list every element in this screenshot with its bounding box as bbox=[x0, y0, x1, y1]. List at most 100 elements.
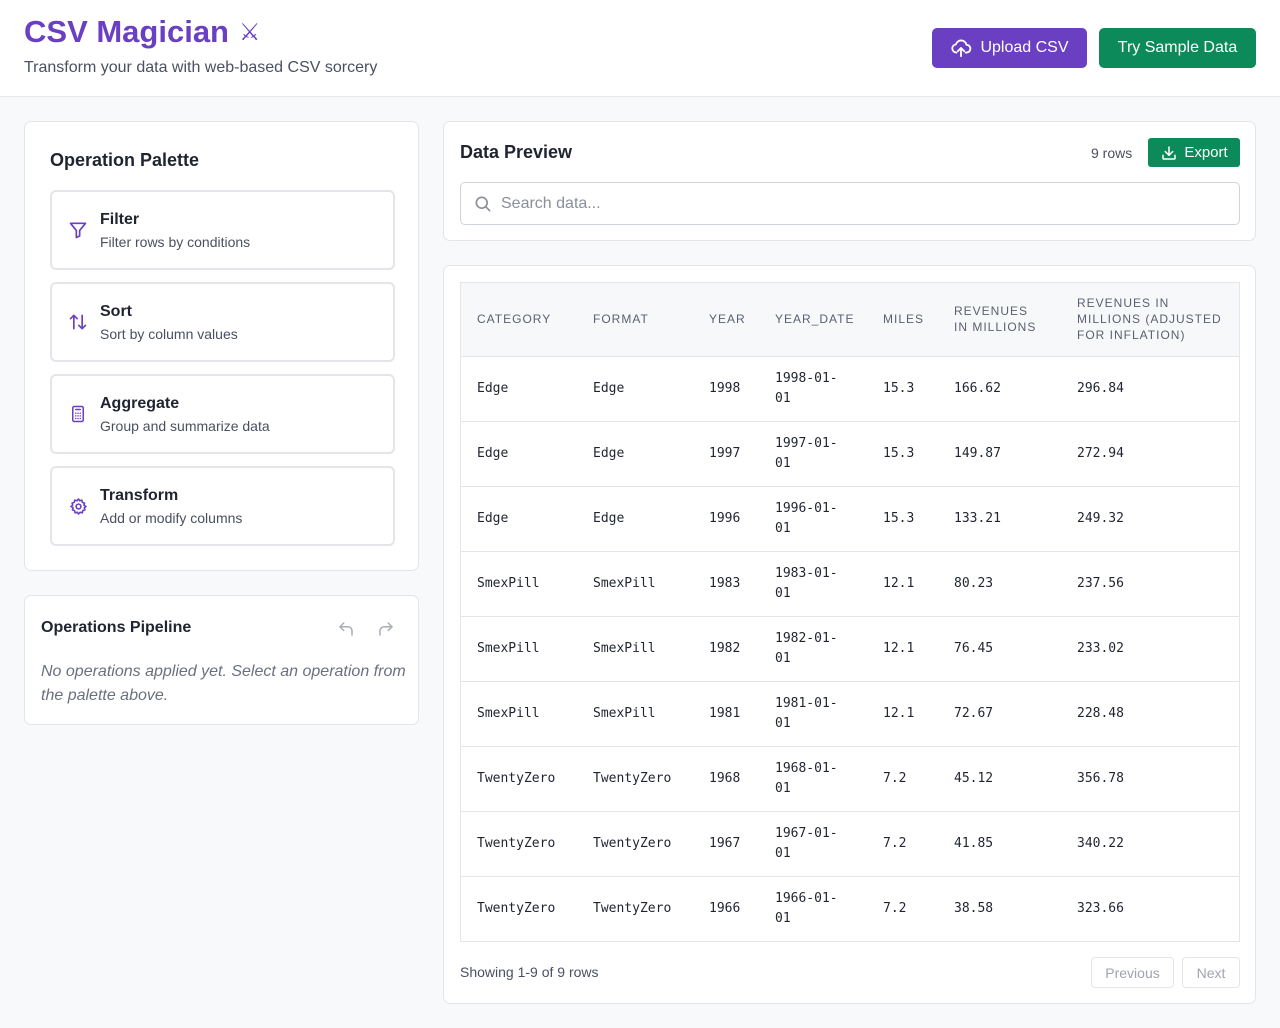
operation-palette: Operation Palette Filter Filter rows by … bbox=[24, 121, 419, 571]
gear-icon bbox=[68, 496, 88, 516]
data-table: Category Format Year Year_Date Miles Rev… bbox=[460, 282, 1240, 942]
table-cell: 1982 bbox=[693, 616, 759, 682]
table-cell: SmexPill bbox=[577, 616, 693, 682]
search-input[interactable] bbox=[501, 184, 1231, 223]
table-cell: 7.2 bbox=[867, 746, 938, 812]
table-cell: TwentyZero bbox=[461, 811, 577, 877]
previous-page-button[interactable]: Previous bbox=[1091, 957, 1174, 988]
table-row: SmexPill SmexPill 1981 1981-01-01 12.1 7… bbox=[461, 681, 1239, 747]
data-table-card: Category Format Year Year_Date Miles Rev… bbox=[443, 265, 1256, 1004]
operations-pipeline-title: Operations Pipeline bbox=[41, 619, 192, 636]
operation-transform[interactable]: Transform Add or modify columns bbox=[50, 466, 395, 546]
table-cell: 133.21 bbox=[938, 486, 1061, 552]
table-cell: SmexPill bbox=[461, 681, 577, 747]
export-button[interactable]: Export bbox=[1148, 138, 1240, 167]
table-cell: 1981-01-01 bbox=[759, 681, 867, 747]
table-cell: SmexPill bbox=[577, 681, 693, 747]
operation-transform-desc: Add or modify columns bbox=[100, 510, 243, 526]
column-header[interactable]: Year bbox=[693, 283, 759, 357]
table-cell: 72.67 bbox=[938, 681, 1061, 747]
table-cell: 1997 bbox=[693, 421, 759, 487]
table-cell: SmexPill bbox=[461, 616, 577, 682]
table-cell: 45.12 bbox=[938, 746, 1061, 812]
table-cell: 1968 bbox=[693, 746, 759, 812]
operation-filter-label: Filter bbox=[100, 211, 140, 228]
app-title: CSV Magician ⚔ bbox=[24, 14, 261, 50]
table-cell: TwentyZero bbox=[577, 746, 693, 812]
table-cell: 7.2 bbox=[883, 900, 907, 916]
table-cell: 340.22 bbox=[1061, 811, 1239, 877]
table-cell: 1998-01-01 bbox=[759, 356, 867, 422]
table-cell: 12.1 bbox=[867, 616, 938, 682]
try-sample-data-button[interactable]: Try Sample Data bbox=[1099, 28, 1256, 68]
pagination-info: Showing 1-9 of 9 rows bbox=[460, 964, 599, 980]
try-sample-data-label: Try Sample Data bbox=[1117, 39, 1238, 56]
table-cell: 15.3 bbox=[867, 421, 938, 487]
search-box bbox=[460, 182, 1240, 225]
table-cell: 1966 bbox=[709, 900, 741, 916]
table-cell: 228.48 bbox=[1061, 681, 1239, 747]
crossed-swords-icon: ⚔ bbox=[239, 18, 261, 46]
table-cell: 12.1 bbox=[867, 551, 938, 617]
upload-csv-button[interactable]: Upload CSV bbox=[932, 28, 1087, 68]
row-count: 9 rows bbox=[1091, 145, 1133, 161]
calculator-icon bbox=[68, 404, 88, 424]
table-cell: TwentyZero bbox=[593, 900, 672, 916]
table-cell: 1981 bbox=[693, 681, 759, 747]
table-cell: Edge bbox=[461, 486, 577, 552]
funnel-icon bbox=[68, 220, 88, 240]
table-cell: 1997-01-01 bbox=[759, 421, 867, 487]
table-cell: 1983-01-01 bbox=[759, 551, 867, 617]
table-cell: 76.45 bbox=[938, 616, 1061, 682]
table-cell: SmexPill bbox=[577, 551, 693, 617]
table-cell: 1967-01-01 bbox=[759, 811, 867, 877]
next-page-button[interactable]: Next bbox=[1182, 957, 1240, 988]
operation-sort-desc: Sort by column values bbox=[100, 326, 238, 342]
table-cell: 1968-01-01 bbox=[759, 746, 867, 812]
download-icon bbox=[1162, 145, 1177, 160]
table-cell: 1996 bbox=[693, 486, 759, 552]
redo-icon[interactable] bbox=[375, 618, 397, 640]
table-cell: 149.87 bbox=[938, 421, 1061, 487]
data-preview: Data Preview 9 rows Export bbox=[443, 121, 1256, 241]
table-cell: 272.94 bbox=[1061, 421, 1239, 487]
column-header[interactable]: Category bbox=[461, 283, 577, 357]
cloud-upload-icon bbox=[951, 39, 972, 58]
table-cell: 12.1 bbox=[867, 681, 938, 747]
operation-aggregate-label: Aggregate bbox=[100, 395, 180, 412]
operation-palette-title: Operation Palette bbox=[50, 150, 200, 170]
table-cell: Edge bbox=[577, 421, 693, 487]
table-cell: 166.62 bbox=[938, 356, 1061, 422]
table-row: SmexPill SmexPill 1982 1982-01-01 12.1 7… bbox=[461, 616, 1239, 682]
column-header[interactable]: Revenues in Millions (Adjusted for Infla… bbox=[1061, 283, 1239, 357]
app-title-text: CSV Magician bbox=[24, 14, 229, 49]
operation-aggregate-desc: Group and summarize data bbox=[100, 418, 270, 434]
upload-csv-label: Upload CSV bbox=[980, 39, 1069, 56]
table-cell: 1996-01-01 bbox=[759, 486, 867, 552]
table-cell: Edge bbox=[461, 421, 577, 487]
table-cell: TwentyZero bbox=[577, 811, 693, 877]
column-header[interactable]: Revenues in Millions bbox=[938, 283, 1061, 357]
table-row: Edge Edge 1998 1998-01-01 15.3 166.62 29… bbox=[461, 356, 1239, 422]
table-row: TwentyZero TwentyZero 1966 1966-01-01 7.… bbox=[461, 876, 1239, 941]
table-cell: 237.56 bbox=[1061, 551, 1239, 617]
table-cell: 249.32 bbox=[1061, 486, 1239, 552]
table-cell: 1982-01-01 bbox=[759, 616, 867, 682]
undo-icon[interactable] bbox=[335, 618, 357, 640]
sort-arrows-icon bbox=[68, 312, 88, 332]
table-cell: SmexPill bbox=[461, 551, 577, 617]
table-cell: 1967 bbox=[693, 811, 759, 877]
table-cell: 356.78 bbox=[1061, 746, 1239, 812]
table-cell: TwentyZero bbox=[477, 900, 556, 916]
operation-transform-label: Transform bbox=[100, 487, 179, 504]
column-header[interactable]: Format bbox=[577, 283, 693, 357]
operation-aggregate[interactable]: Aggregate Group and summarize data bbox=[50, 374, 395, 454]
app-header: CSV Magician ⚔ Transform your data with … bbox=[0, 0, 1280, 97]
column-header[interactable]: Year_Date bbox=[759, 283, 867, 357]
column-header[interactable]: Miles bbox=[867, 283, 938, 357]
operation-sort[interactable]: Sort Sort by column values bbox=[50, 282, 395, 362]
table-cell: 15.3 bbox=[867, 486, 938, 552]
operation-filter[interactable]: Filter Filter rows by conditions bbox=[50, 190, 395, 270]
table-row: Edge Edge 1997 1997-01-01 15.3 149.87 27… bbox=[461, 421, 1239, 487]
table-header-row: Category Format Year Year_Date Miles Rev… bbox=[461, 283, 1239, 357]
